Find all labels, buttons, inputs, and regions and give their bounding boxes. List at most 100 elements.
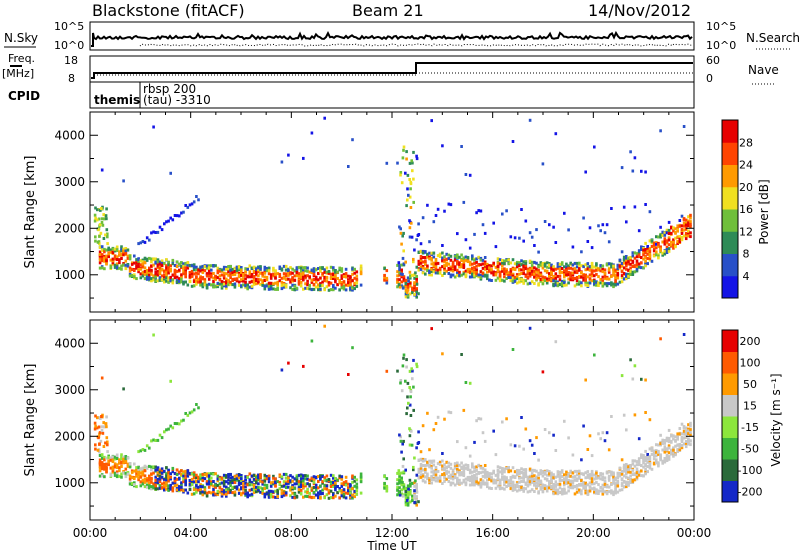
power-cell bbox=[175, 265, 179, 268]
velocity-cell bbox=[593, 473, 596, 477]
velocity-cell bbox=[156, 477, 160, 481]
power-cell bbox=[106, 235, 109, 239]
power-cell bbox=[302, 276, 305, 280]
power-cell bbox=[642, 253, 645, 257]
power-cell bbox=[607, 282, 611, 286]
power-cell bbox=[402, 279, 406, 283]
velocity-cell bbox=[186, 470, 190, 474]
velocity-cell bbox=[468, 475, 472, 479]
velocity-cell bbox=[222, 492, 226, 496]
power-cell bbox=[565, 262, 568, 266]
power-cell bbox=[445, 257, 448, 261]
power-cell bbox=[227, 265, 230, 268]
velocity-cell bbox=[432, 478, 436, 482]
power-cell bbox=[533, 282, 536, 285]
velocity-cell bbox=[674, 435, 677, 439]
velocity-cell bbox=[120, 465, 123, 468]
velocity-cell bbox=[317, 486, 320, 490]
power-cell bbox=[620, 270, 624, 274]
velocity-cell bbox=[408, 427, 411, 431]
power-cell bbox=[475, 264, 478, 268]
velocity-cell bbox=[214, 472, 217, 476]
power-cell bbox=[593, 279, 596, 283]
velocity-cell bbox=[522, 468, 525, 472]
velocity-cell bbox=[518, 469, 521, 473]
velocity-cell bbox=[548, 480, 551, 484]
power-cell bbox=[291, 271, 294, 275]
power-cell bbox=[342, 275, 346, 278]
velocity-cell bbox=[580, 458, 583, 462]
power-cell bbox=[541, 275, 545, 279]
velocity-cell bbox=[415, 486, 418, 489]
power-cell bbox=[543, 269, 547, 273]
power-cell bbox=[509, 235, 513, 239]
velocity-cell bbox=[578, 469, 581, 473]
velocity-cell bbox=[308, 495, 311, 499]
velocity-cell bbox=[265, 477, 269, 481]
velocity-cell bbox=[175, 422, 179, 426]
velocity-cell bbox=[100, 456, 104, 460]
velocity-cell bbox=[169, 424, 172, 428]
velocity-cell bbox=[267, 477, 271, 481]
velocity-cell bbox=[201, 476, 205, 480]
velocity-cell bbox=[588, 476, 592, 480]
velocity-cell bbox=[338, 489, 341, 493]
velocity-cell bbox=[543, 472, 547, 476]
power-cell bbox=[479, 274, 483, 277]
power-cell bbox=[340, 276, 344, 280]
velocity-cell bbox=[160, 469, 164, 473]
velocity-cell bbox=[265, 486, 269, 490]
power-cell bbox=[325, 266, 329, 270]
power-cell bbox=[575, 276, 579, 279]
velocity-cell bbox=[436, 469, 440, 473]
power-cell bbox=[351, 279, 354, 283]
power-cell bbox=[605, 284, 609, 288]
velocity-cell bbox=[267, 489, 271, 493]
power-cell bbox=[541, 262, 545, 265]
velocity-cell bbox=[631, 377, 635, 381]
power-cell bbox=[398, 273, 401, 277]
power-cell bbox=[640, 169, 643, 173]
velocity-cell bbox=[657, 464, 660, 468]
power-cell bbox=[537, 276, 540, 280]
power-cell bbox=[332, 275, 335, 278]
velocity-cell bbox=[274, 477, 277, 481]
velocity-cell bbox=[214, 483, 217, 487]
velocity-cell bbox=[479, 482, 483, 485]
power-cell bbox=[233, 273, 237, 276]
velocity-cell bbox=[657, 443, 660, 447]
velocity-cell bbox=[401, 442, 404, 446]
velocity-cell bbox=[272, 490, 275, 494]
power-cell bbox=[603, 231, 607, 235]
velocity-cell bbox=[428, 463, 431, 467]
power-cell bbox=[588, 265, 592, 269]
velocity-cell bbox=[689, 439, 692, 443]
power-cell bbox=[252, 265, 256, 269]
velocity-cell bbox=[250, 474, 254, 478]
power-cell bbox=[124, 247, 128, 250]
velocity-cell bbox=[640, 453, 643, 457]
power-cell bbox=[190, 202, 194, 206]
power-cell bbox=[186, 283, 190, 287]
power-cell bbox=[156, 279, 160, 283]
power-cell bbox=[414, 271, 417, 275]
velocity-cell bbox=[115, 463, 119, 467]
power-cell bbox=[509, 276, 513, 280]
power-cell bbox=[663, 252, 667, 256]
velocity-cell bbox=[687, 423, 690, 427]
power-cell bbox=[503, 279, 506, 283]
power-cell bbox=[175, 269, 179, 273]
velocity-cell bbox=[201, 474, 205, 478]
power-cell bbox=[616, 282, 620, 286]
velocity-cell bbox=[605, 471, 609, 475]
power-cell bbox=[342, 284, 346, 288]
velocity-cell bbox=[237, 473, 241, 477]
velocity-cell bbox=[515, 482, 519, 486]
velocity-cell bbox=[207, 490, 211, 494]
velocity-cell bbox=[477, 481, 480, 485]
velocity-cell bbox=[443, 474, 446, 478]
velocity-cell bbox=[152, 482, 155, 486]
power-cell bbox=[498, 272, 502, 276]
velocity-cell bbox=[284, 482, 288, 486]
